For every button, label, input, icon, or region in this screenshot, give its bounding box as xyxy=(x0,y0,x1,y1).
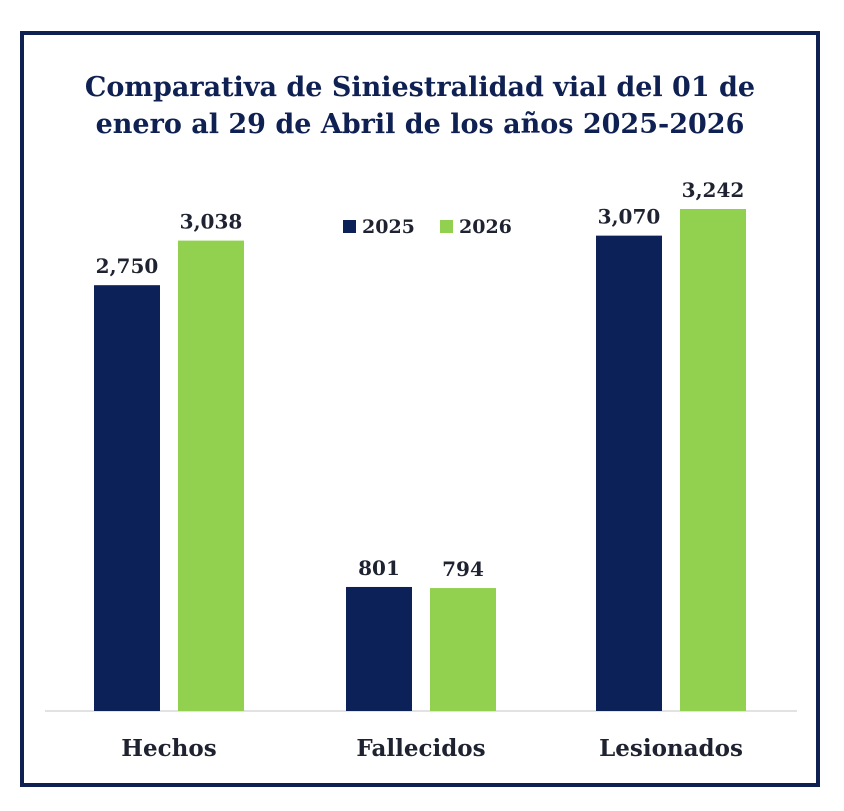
data-label-hechos-2025: 2,750 xyxy=(96,254,159,278)
bar-hechos-2026 xyxy=(178,240,244,712)
bar-hechos-2025 xyxy=(94,285,160,711)
legend: 2025 2026 xyxy=(343,216,512,238)
legend-swatch-2025 xyxy=(343,220,356,233)
legend-swatch-2026 xyxy=(440,220,453,233)
legend-label-2025: 2025 xyxy=(362,216,415,238)
data-label-fallecidos-2025: 801 xyxy=(358,556,400,580)
bar-fallecidos-2025 xyxy=(346,586,412,711)
chart-title-line-1: Comparativa de Siniestralidad vial del 0… xyxy=(84,72,756,103)
category-label-lesionados: Lesionados xyxy=(599,735,743,762)
data-label-hechos-2026: 3,038 xyxy=(180,210,243,234)
category-label-hechos: Hechos xyxy=(121,735,216,762)
bar-lesionados-2026 xyxy=(680,209,746,711)
category-label-fallecidos: Fallecidos xyxy=(356,735,485,762)
bar-fallecidos-2026 xyxy=(430,588,496,711)
data-label-fallecidos-2026: 794 xyxy=(442,557,484,581)
chart-title: Comparativa de Siniestralidad vial del 0… xyxy=(24,69,816,143)
chart-title-line-2: enero al 29 de Abril de los años 2025-20… xyxy=(95,109,745,140)
data-label-lesionados-2026: 3,242 xyxy=(682,178,745,202)
bars-group: 2,750 3,038 Hechos 801 794 Fallecidos 3,070 3,2… xyxy=(94,178,746,762)
bar-lesionados-2025 xyxy=(596,235,662,712)
data-label-lesionados-2025: 3,070 xyxy=(598,205,661,229)
legend-label-2026: 2026 xyxy=(459,216,512,238)
